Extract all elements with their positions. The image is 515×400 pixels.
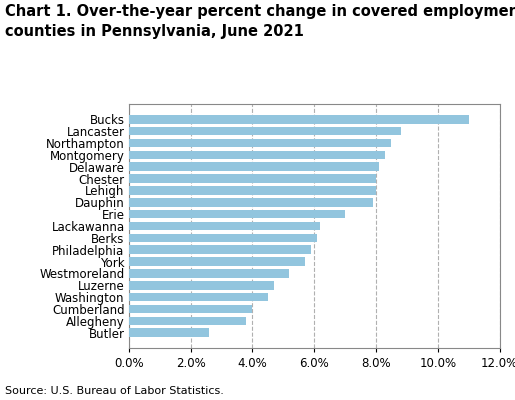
Bar [129,293,268,301]
Bar [129,328,209,337]
Bar [129,246,311,254]
Bar [129,257,305,266]
Bar [129,269,289,278]
Bar [129,198,373,206]
Bar [129,186,376,195]
Bar [129,281,274,290]
Bar [129,316,246,325]
Bar [129,151,385,159]
Bar [129,139,391,147]
Bar [129,174,376,183]
Text: Source: U.S. Bureau of Labor Statistics.: Source: U.S. Bureau of Labor Statistics. [5,386,224,396]
Bar [129,210,345,218]
Bar [129,127,401,136]
Bar [129,222,320,230]
Bar [129,115,469,124]
Bar [129,305,252,313]
Bar [129,162,379,171]
Bar [129,234,317,242]
Text: Chart 1. Over-the-year percent change in covered employment among the largest
co: Chart 1. Over-the-year percent change in… [5,4,515,39]
